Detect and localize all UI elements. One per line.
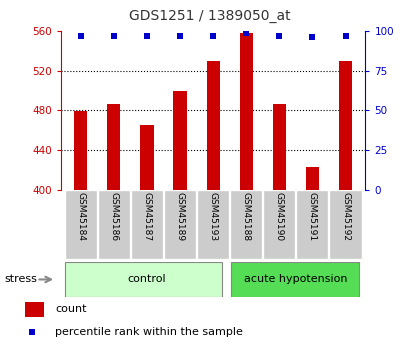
Text: GSM45190: GSM45190 [275,192,284,241]
Text: GSM45184: GSM45184 [76,192,85,241]
Bar [65,190,97,259]
Bar [131,190,163,259]
Text: count: count [55,304,87,314]
Bar [240,33,253,190]
Point [210,33,217,39]
Text: GSM45186: GSM45186 [109,192,118,241]
Bar [207,61,220,190]
Text: GSM45193: GSM45193 [209,192,218,241]
Text: GSM45192: GSM45192 [341,192,350,241]
Bar [140,125,154,190]
Text: GDS1251 / 1389050_at: GDS1251 / 1389050_at [129,9,291,23]
Bar [230,190,262,259]
Bar [297,190,328,259]
Point [243,30,249,36]
Text: GSM45187: GSM45187 [142,192,152,241]
Point [309,34,316,40]
Bar [25,302,44,317]
Bar [98,190,130,259]
Bar [173,90,186,190]
Text: GSM45189: GSM45189 [176,192,184,241]
Bar [263,190,295,259]
Bar [197,190,229,259]
Bar [273,105,286,190]
Bar [329,190,362,259]
Bar [339,61,352,190]
Bar [306,167,319,190]
Text: percentile rank within the sample: percentile rank within the sample [55,327,243,337]
Bar [65,262,222,297]
Text: GSM45188: GSM45188 [242,192,251,241]
Bar [231,262,359,297]
Point [342,33,349,39]
Text: acute hypotension: acute hypotension [244,275,348,284]
Text: stress: stress [4,275,37,284]
Point [77,33,84,39]
Point [110,33,117,39]
Point [177,33,184,39]
Bar [74,111,87,190]
Point [276,33,283,39]
Point [310,235,316,241]
Bar [164,190,196,259]
Text: control: control [128,275,166,284]
Point [144,33,150,39]
Bar [107,105,121,190]
Text: GSM45191: GSM45191 [308,192,317,241]
